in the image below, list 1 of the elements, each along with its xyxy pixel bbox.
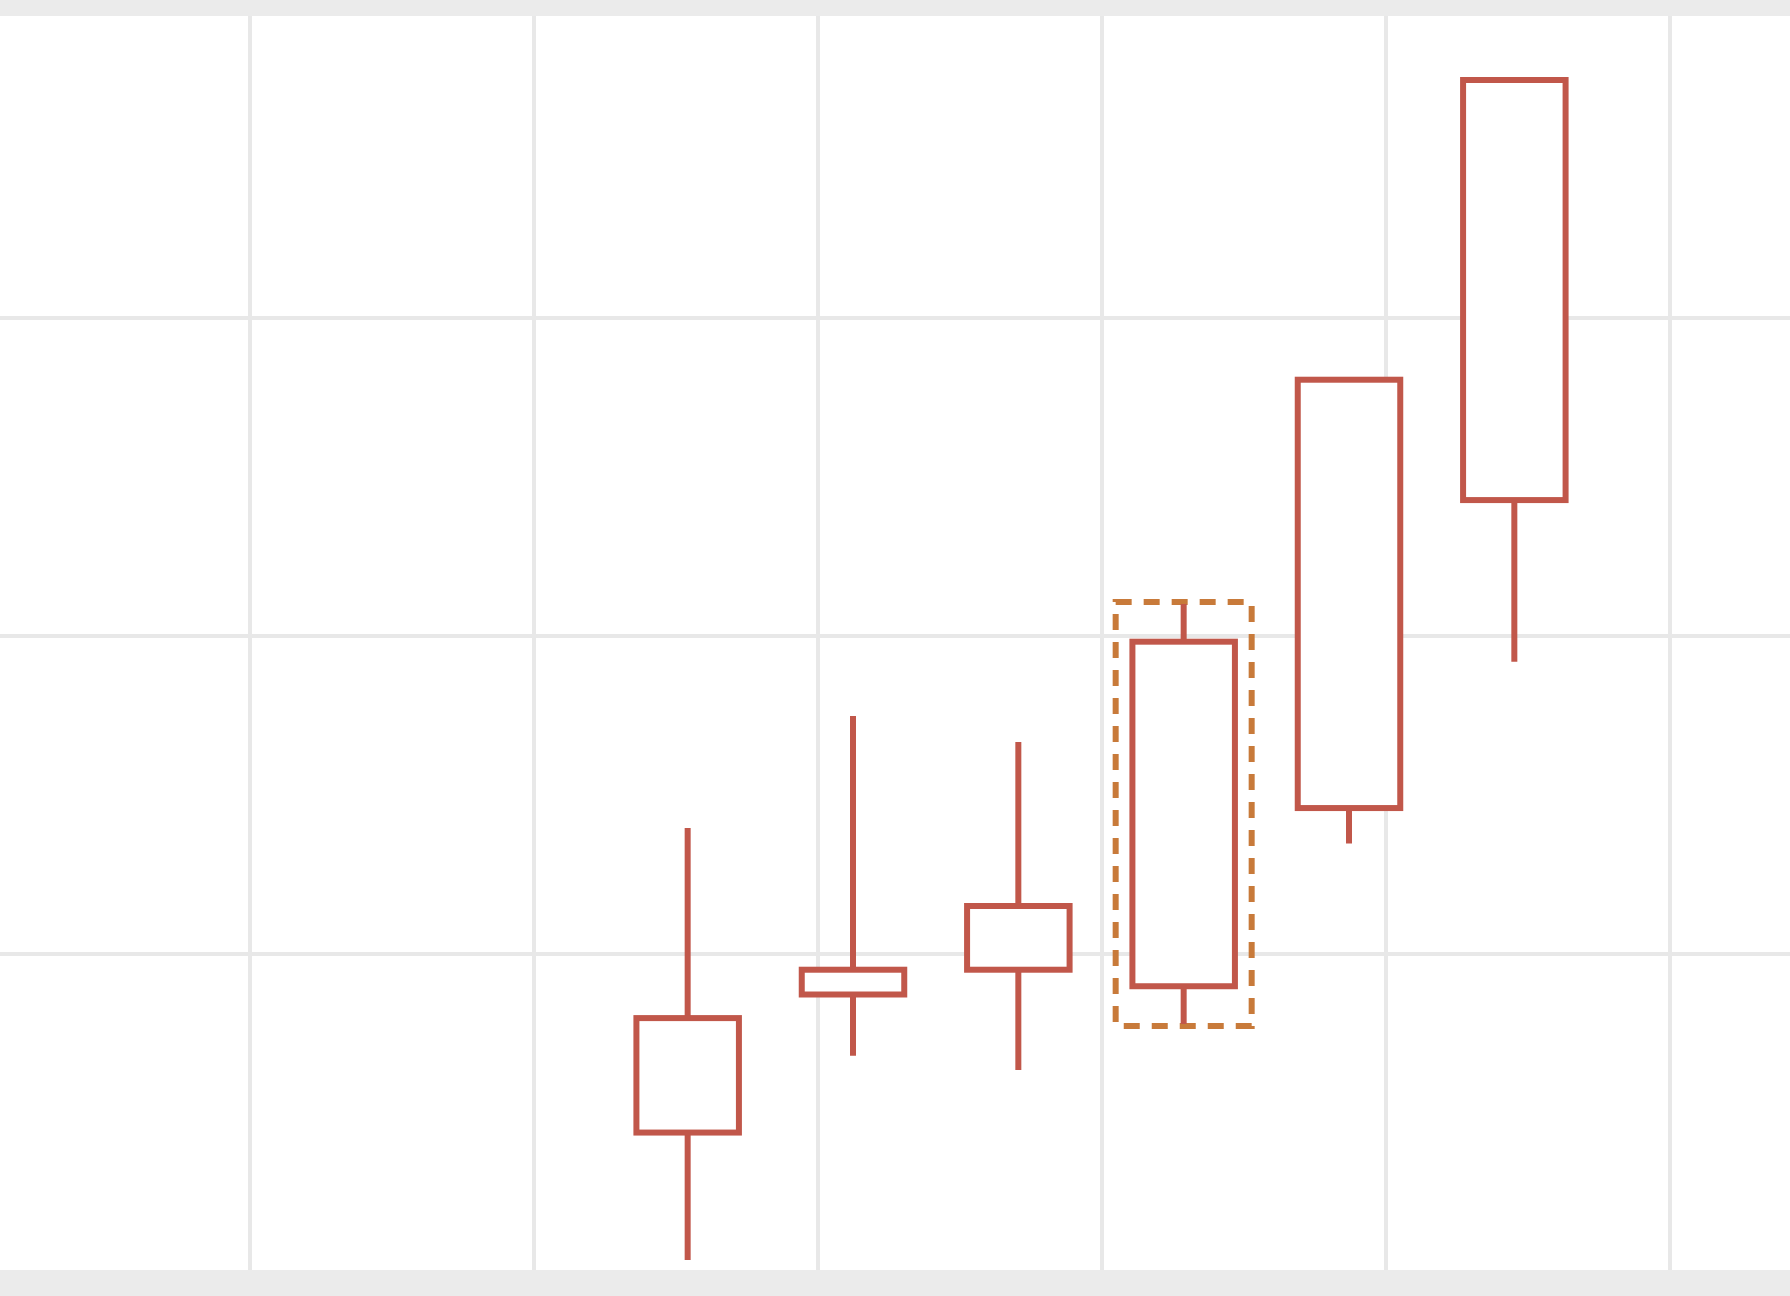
candlestick [798,716,908,1056]
